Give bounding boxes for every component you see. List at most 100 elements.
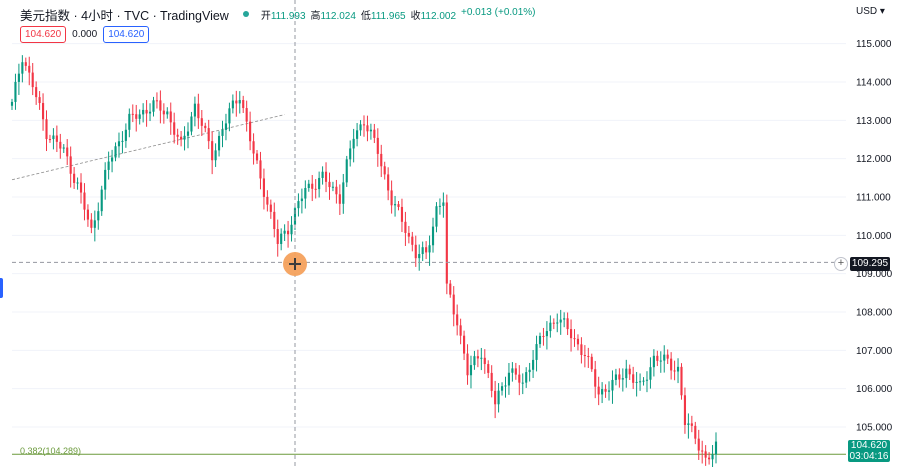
bid-ask-row: 104.620 0.000 104.620: [20, 26, 150, 43]
candle-body: [290, 224, 293, 235]
fib-level-label: 0.382(104.289): [20, 446, 82, 456]
candle-body: [90, 219, 93, 228]
y-tick-label: 108.000: [856, 308, 893, 319]
crosshair: [12, 0, 846, 467]
candle-body: [511, 368, 514, 373]
change-value: +0.013 (+0.01%): [461, 6, 536, 18]
candle-body: [587, 356, 590, 358]
candle-body: [186, 131, 190, 136]
candle-body: [532, 359, 535, 370]
candle-body: [628, 368, 631, 375]
candle-body: [83, 192, 86, 210]
candle-body: [597, 386, 600, 395]
y-tick-label: 106.000: [856, 384, 893, 395]
open-value: 111.993: [270, 10, 306, 22]
candle-body: [680, 366, 683, 396]
symbol-title[interactable]: 美元指数 · 4小时 · TVC · TradingView: [20, 8, 229, 23]
candle-body: [231, 100, 234, 109]
toolbar-edge-marker[interactable]: [0, 278, 3, 298]
candle-body: [114, 146, 117, 158]
candle-body: [445, 202, 448, 284]
candle-body: [366, 125, 369, 132]
candle-body: [190, 116, 193, 132]
candle-body: [507, 372, 511, 386]
y-tick-label: 113.000: [856, 116, 892, 127]
candle-body: [349, 148, 352, 160]
candle-body: [238, 100, 241, 104]
candle-body: [107, 161, 110, 170]
candle-body: [173, 122, 176, 135]
y-tick-label: 107.000: [856, 346, 893, 357]
candle-body: [266, 196, 269, 205]
candle-body: [293, 208, 297, 225]
candle-body: [459, 325, 462, 336]
candle-body: [287, 230, 290, 235]
candle-body: [528, 369, 531, 373]
candle-body: [549, 322, 552, 332]
candle-body: [497, 390, 500, 405]
candle-body: [117, 141, 121, 147]
candle-body: [414, 244, 417, 259]
candle-body: [701, 450, 704, 452]
y-tick-label: 109.000: [856, 269, 893, 280]
candle-body: [632, 374, 635, 383]
candle-body: [438, 205, 441, 207]
candle-body: [62, 147, 65, 149]
candle-body: [128, 113, 131, 130]
currency-selector[interactable]: USD ▾: [856, 6, 885, 17]
candle-body: [663, 354, 666, 361]
candle-body: [111, 157, 114, 162]
candle-body: [159, 100, 162, 111]
candle-body: [625, 368, 628, 379]
candle-body: [494, 390, 497, 405]
buy-button[interactable]: 104.620: [103, 26, 150, 43]
y-tick-label: 115.000: [856, 39, 892, 50]
candle-body: [404, 221, 407, 233]
candle-body: [10, 101, 14, 106]
candle-body: [687, 423, 690, 425]
ohlc-legend: 开111.993 高112.024 低111.965 收112.002 +0.0…: [261, 7, 536, 22]
candles: [10, 55, 718, 467]
candle-body: [324, 171, 328, 182]
candle-body: [93, 220, 96, 228]
candle-body: [183, 135, 186, 140]
candle-body: [500, 386, 504, 391]
candle-body: [228, 108, 231, 124]
candle-body: [373, 129, 376, 138]
candle-body: [525, 372, 528, 383]
candle-body: [142, 109, 145, 115]
candle-body: [435, 206, 438, 227]
candle-body: [601, 389, 604, 395]
candle-body: [148, 111, 152, 114]
crosshair-plus-icon[interactable]: [283, 252, 307, 276]
candle-body: [342, 182, 345, 204]
candle-body: [487, 364, 490, 373]
candle-body: [131, 113, 134, 115]
add-alert-icon[interactable]: +: [834, 257, 848, 271]
close-value: 112.002: [420, 10, 456, 22]
candle-body: [121, 140, 124, 142]
candle-body: [694, 425, 697, 439]
candle-body: [124, 129, 127, 141]
candle-body: [545, 331, 548, 337]
sell-button[interactable]: 104.620: [20, 26, 67, 43]
candle-body: [307, 183, 310, 189]
candle-body: [304, 188, 307, 199]
candle-body: [14, 81, 17, 102]
candle-body: [490, 372, 493, 391]
candle-body: [666, 354, 669, 359]
candle-body: [704, 451, 707, 458]
candle-body: [514, 368, 517, 375]
candle-body: [521, 382, 524, 384]
candle-body: [69, 156, 72, 174]
candle-body: [242, 100, 245, 109]
currency-label: USD: [856, 6, 878, 17]
candle-body: [676, 366, 680, 372]
candle-body: [569, 329, 573, 339]
candle-body: [211, 141, 214, 161]
candle-body: [390, 190, 393, 206]
candle-body: [428, 245, 431, 253]
candle-body: [714, 441, 718, 455]
candle-body: [376, 137, 379, 154]
